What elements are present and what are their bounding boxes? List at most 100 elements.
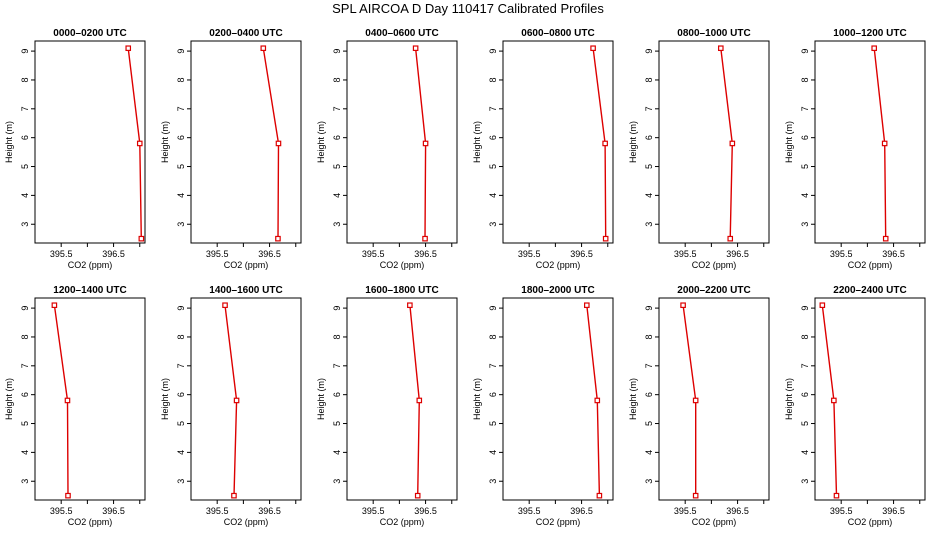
y-tick-label: 3 [488,222,498,227]
y-tick-label: 4 [332,193,342,198]
plot-frame [502,40,614,244]
y-tick-label: 8 [644,77,654,82]
y-tick-label: 8 [488,334,498,339]
y-tick-label: 3 [20,479,30,484]
y-tick-label: 4 [800,450,810,455]
y-tick-label: 3 [800,222,810,227]
data-point [602,140,608,147]
y-tick-label: 3 [644,479,654,484]
x-axis-label: CO2 (ppm) [68,517,113,527]
y-tick-label: 6 [176,135,186,140]
y-tick-label: 7 [644,106,654,111]
x-tick-label: 396.5 [414,249,437,259]
data-point [692,397,699,404]
y-tick-label: 6 [488,135,498,140]
y-tick-label: 3 [644,222,654,227]
x-tick-label: 395.5 [206,506,229,516]
x-tick-label: 396.5 [258,249,281,259]
y-tick-label: 3 [800,479,810,484]
x-tick-label: 395.5 [830,506,853,516]
data-point [64,397,71,404]
data-point [833,492,840,499]
y-tick-label: 8 [800,77,810,82]
x-axis-label: CO2 (ppm) [68,260,113,270]
y-tick-label: 7 [176,106,186,111]
y-tick-label: 9 [332,306,342,311]
y-axis-label: Height (m) [628,121,638,163]
data-point [881,140,888,147]
data-point [422,140,429,147]
x-tick-label: 395.5 [518,506,541,516]
data-point [231,492,237,499]
y-axis-label: Height (m) [628,378,638,420]
data-point [871,45,877,52]
data-point [125,45,132,52]
y-tick-label: 8 [20,334,30,339]
data-point [414,492,421,499]
x-axis-label: CO2 (ppm) [536,517,581,527]
y-tick-label: 5 [20,164,30,169]
y-tick-label: 4 [800,193,810,198]
y-tick-label: 5 [800,164,810,169]
y-tick-label: 7 [332,106,342,111]
y-tick-label: 8 [644,334,654,339]
y-tick-label: 5 [20,421,30,426]
data-point [416,397,423,404]
y-tick-label: 9 [332,49,342,54]
y-tick-label: 5 [332,421,342,426]
data-point [412,45,419,52]
y-tick-label: 6 [488,392,498,397]
x-tick-label: 396.5 [570,506,593,516]
data-point [136,140,143,147]
data-point [422,235,428,242]
y-tick-label: 9 [800,49,810,54]
plot-frame [34,297,146,501]
x-axis-label: CO2 (ppm) [848,260,893,270]
y-tick-label: 6 [800,135,810,140]
plot-frame [502,297,614,501]
y-axis-label: Height (m) [4,121,14,163]
y-tick-label: 9 [644,49,654,54]
y-tick-label: 4 [644,193,654,198]
y-tick-label: 7 [488,106,498,111]
y-axis-label: Height (m) [784,121,794,163]
x-tick-label: 396.5 [882,506,905,516]
x-tick-label: 396.5 [102,249,125,259]
y-tick-label: 7 [20,106,30,111]
data-point [65,492,71,499]
data-point [727,235,734,242]
x-tick-label: 396.5 [882,249,905,259]
x-tick-label: 395.5 [362,506,385,516]
y-tick-label: 8 [176,77,186,82]
plot-frame [346,297,458,501]
y-tick-label: 8 [176,334,186,339]
panel-title: 0600–0800 UTC [521,28,594,39]
x-tick-label: 395.5 [674,506,697,516]
y-tick-label: 5 [644,421,654,426]
data-point [590,45,596,52]
data-point [729,140,736,147]
x-tick-label: 395.5 [50,249,73,259]
data-point [594,397,601,404]
data-point [233,397,240,404]
x-tick-label: 396.5 [726,249,749,259]
panel-title: 1600–1800 UTC [365,285,438,296]
x-axis-label: CO2 (ppm) [380,260,425,270]
x-tick-label: 396.5 [726,506,749,516]
x-axis-label: CO2 (ppm) [380,517,425,527]
x-tick-label: 396.5 [570,249,593,259]
y-tick-label: 9 [20,49,30,54]
y-tick-label: 5 [176,421,186,426]
y-tick-label: 5 [332,164,342,169]
y-tick-label: 3 [332,222,342,227]
y-axis-label: Height (m) [316,378,326,420]
y-tick-label: 6 [332,392,342,397]
x-tick-label: 396.5 [414,506,437,516]
